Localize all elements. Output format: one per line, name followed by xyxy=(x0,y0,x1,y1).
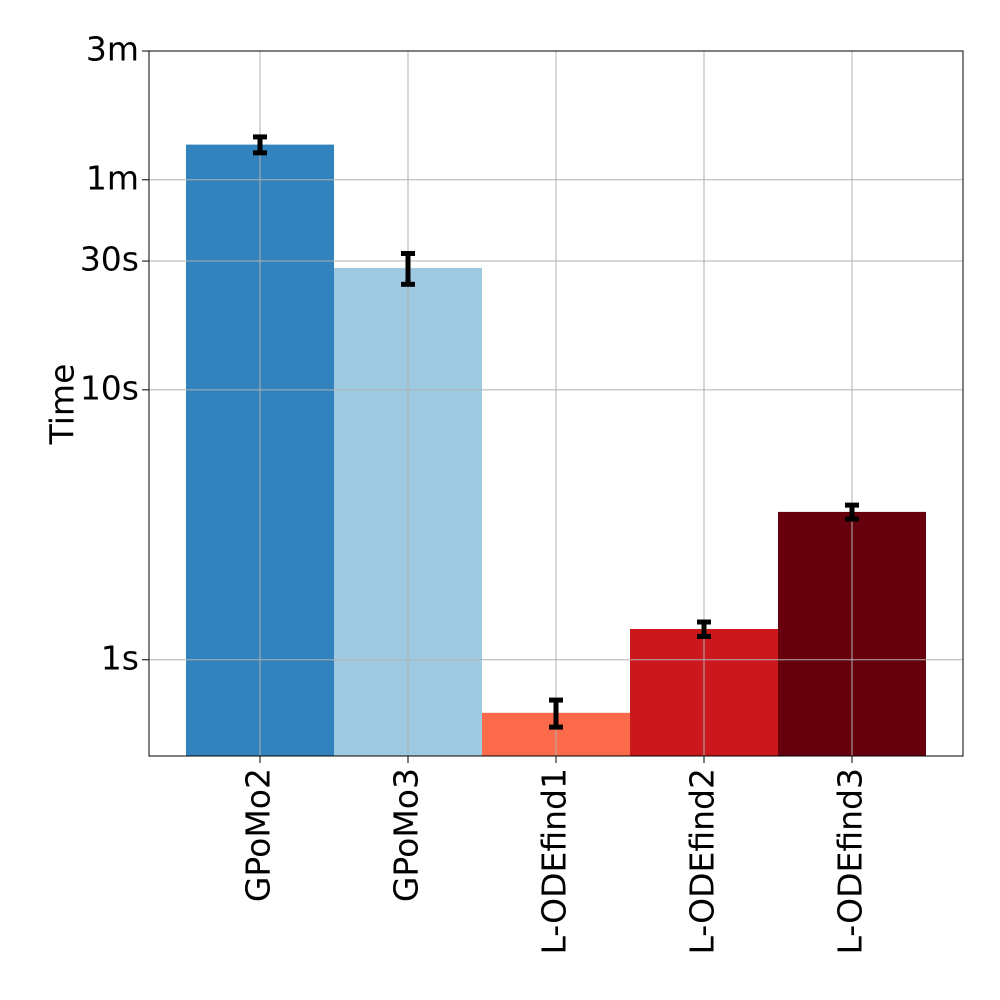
y-axis-label: Time xyxy=(43,364,82,446)
y-tick-label: 10s xyxy=(80,368,139,407)
y-tick-label: 1s xyxy=(101,638,139,677)
x-tick-label: GPoMo2 xyxy=(239,768,278,902)
error-bar xyxy=(845,502,859,522)
y-tick-label: 1m xyxy=(86,158,139,197)
error-bar xyxy=(401,250,415,287)
x-tick-label: L-ODEfind1 xyxy=(535,768,574,955)
x-tick-label: GPoMo3 xyxy=(387,768,426,902)
y-tick-label: 30s xyxy=(80,240,139,279)
error-bar xyxy=(253,134,267,156)
y-tick-label: 3m xyxy=(86,30,139,69)
plot-frame xyxy=(148,50,964,757)
x-tick-label: L-ODEfind2 xyxy=(683,768,722,955)
error-bar xyxy=(697,619,711,639)
x-tick-label: L-ODEfind3 xyxy=(831,768,870,955)
error-bar xyxy=(549,697,563,730)
